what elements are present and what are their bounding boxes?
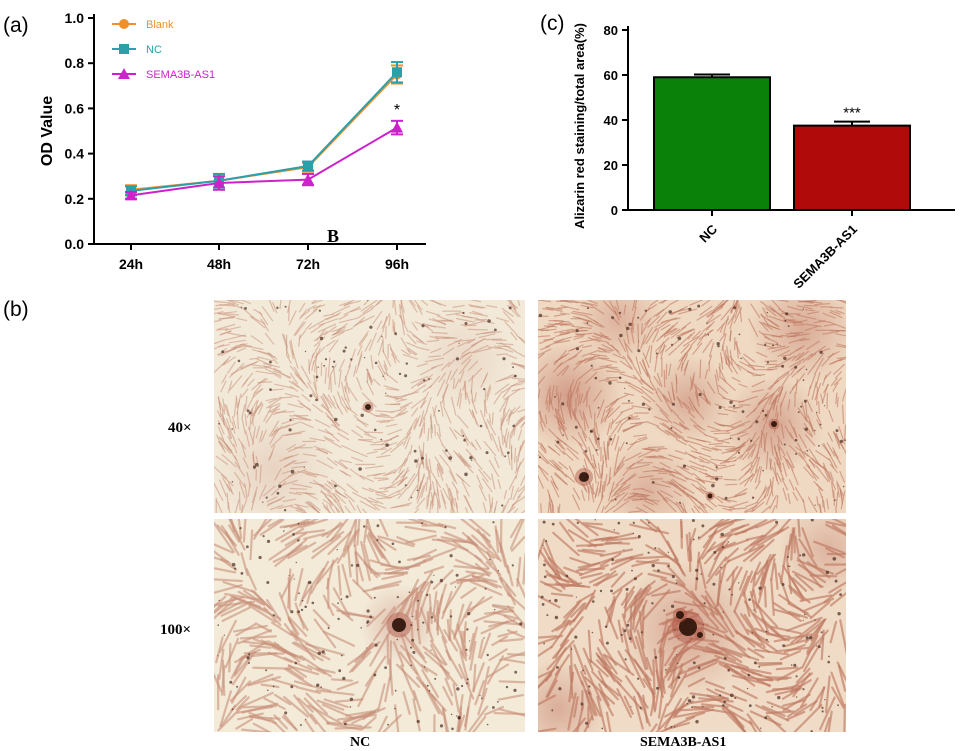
data-point [213,176,225,188]
y-axis-label: Alizarin red staining/total area(%) [572,23,587,229]
panel-label-c: (c) [540,12,565,35]
y-tick-label: 1.0 [65,10,85,26]
micrograph-sema-100x [538,519,846,732]
row-label-40x: 40× [168,420,192,436]
col-label-sema3b-as1: SEMA3B-AS1 [640,735,727,750]
calcium-deposit [579,472,589,482]
y-axis-label: OD Value [39,96,56,166]
x-tick-label: 48h [207,256,231,272]
cell-texture [538,519,846,732]
panel-label-a: (a) [3,14,29,37]
data-point [391,121,403,133]
calcium-deposit [679,618,697,636]
series-line [130,71,398,192]
data-point [119,44,129,54]
calcium-deposit [707,493,713,499]
data-point [392,67,402,78]
data-point [125,189,137,201]
nuclei [538,304,846,506]
x-tick-label: NC [696,221,720,245]
y-tick-label: 0.4 [65,146,85,162]
stray-letter: B [327,226,340,246]
micrograph-nc-40x [214,300,525,513]
data-point [118,68,130,79]
row-label-100x: 100× [160,622,192,638]
nuclei [218,300,517,512]
y-tick-label: 0.8 [65,55,85,71]
data-point [303,161,313,172]
y-tick-label: 0.0 [65,236,85,252]
calcium-deposit [771,421,777,427]
micrograph-sema-40x [538,300,846,513]
x-tick-label: 72h [296,256,320,272]
nuclei [217,521,523,731]
alizarin-bar-chart: 0 20 40 60 80 Alizarin red staining/total are… [572,23,955,292]
stain-region [214,410,334,513]
y-tick-label: 20 [604,158,618,173]
legend-label: NC [146,44,162,56]
x-tick-label: 24h [119,256,143,272]
nuclei [540,519,842,732]
legend-label: SEMA3B-AS1 [146,69,215,81]
legend: Blank NC SEMA3B-AS1 [112,19,215,81]
x-tick-label: SEMA3B-AS1 [790,222,860,292]
legend-label: Blank [146,19,174,31]
y-tick-label: 40 [604,113,618,128]
calcium-deposit [392,618,406,632]
cell-texture [214,300,525,513]
y-tick-label: 0.6 [65,100,85,116]
stain-region [643,355,733,445]
panel-label-b: (b) [3,298,29,321]
calcium-deposit [676,611,684,619]
data-point [119,19,129,29]
series-nc [125,61,403,197]
y-tick-label: 0.2 [65,191,85,207]
data-point [302,173,314,185]
series-blank [125,64,403,196]
calcium-deposit [365,404,371,410]
calcium-deposit [697,632,703,638]
x-tick-label: 96h [385,256,409,272]
series-line [130,126,398,197]
y-tick-label: 80 [604,23,618,38]
cell-texture [538,300,846,513]
significance-star: * [394,102,400,119]
y-tick-label: 0 [611,203,618,218]
y-tick-label: 60 [604,68,618,83]
od-line-chart: 0.0 0.2 0.4 0.6 0.8 1.0 24h 48h 72h 96h OD Value Bl… [39,10,426,272]
col-label-nc: NC [350,735,371,750]
significance-stars: *** [843,105,861,122]
micrograph-nc-100x [214,519,525,732]
series-sema3b-as1 [125,119,403,201]
bar-sema3b-as1 [793,124,911,211]
bar-nc [653,76,771,211]
